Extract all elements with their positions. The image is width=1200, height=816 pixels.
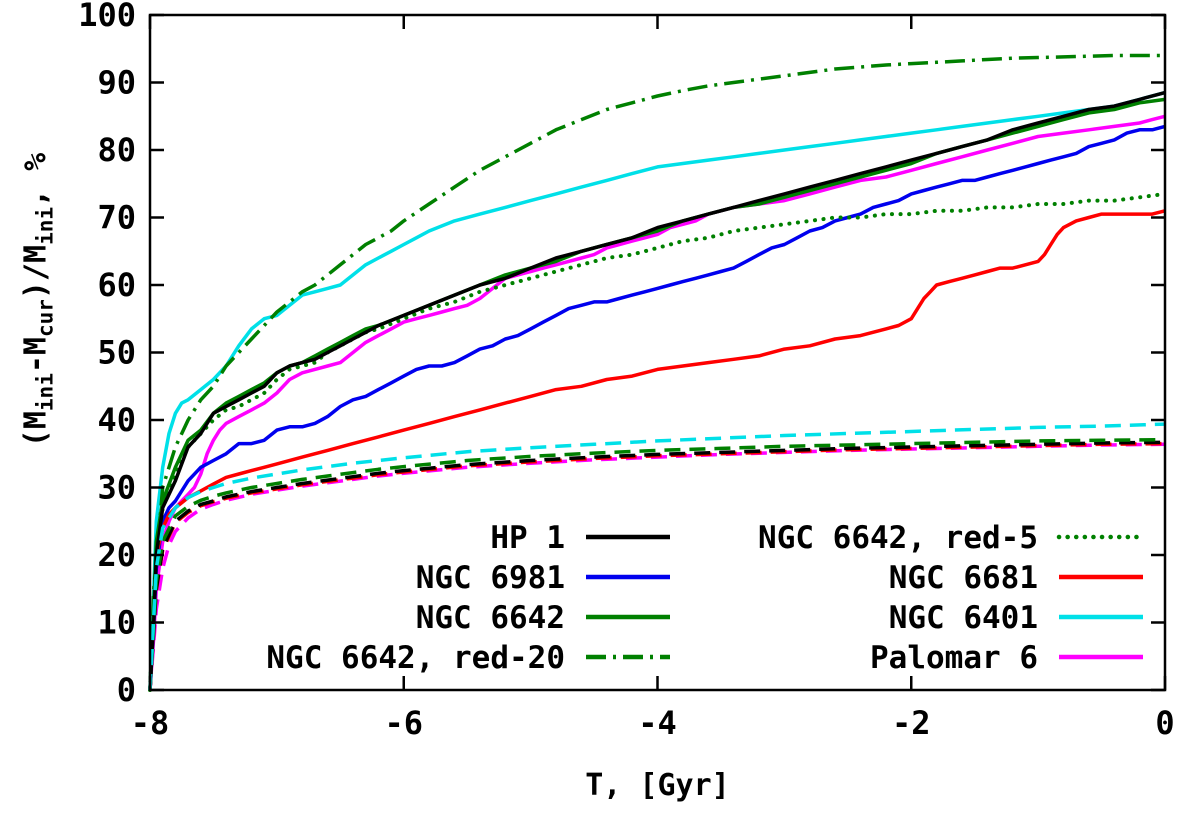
series-ngc6642_red5: [148, 191, 1167, 692]
legend: HP 1 NGC 6981 NGC 6642 NGC 6642, red-20 NGC …: [266, 520, 1146, 676]
series-dashed-cyan: [148, 422, 1166, 691]
x-tick-label: -2: [892, 704, 931, 742]
y-tick-label: 70: [97, 199, 136, 237]
legend-label-ngc6642: NGC 6642: [416, 600, 565, 636]
y-axis-label-part: )/M: [18, 244, 54, 300]
y-axis-label-part: -M: [18, 337, 54, 374]
legend-label-ngc6401: NGC 6401: [889, 600, 1038, 636]
y-tick-labels: 0 10 20 30 40 50 60 70 80 90 100: [78, 0, 136, 709]
y-tick-label: 10: [97, 604, 136, 642]
series-ngc6401: [148, 90, 1166, 691]
y-tick-label: 90: [97, 64, 136, 102]
x-axis-label: T, [Gyr]: [585, 768, 730, 803]
y-axis-label-part: (M: [18, 411, 54, 448]
y-tick-label: 20: [97, 536, 136, 574]
y-axis-label-part: , %: [18, 152, 54, 207]
legend-label-ngc6642_red5: NGC 6642, red-5: [758, 520, 1038, 556]
y-tick-label: 0: [117, 671, 136, 709]
y-tick-label: 100: [78, 0, 136, 34]
series-dashed-green: [148, 437, 1166, 691]
y-tick-label: 60: [97, 266, 136, 304]
axis-ticks: [148, 13, 1167, 692]
x-tick-label: -6: [384, 704, 423, 742]
y-axis-label-subscript: ini: [33, 206, 58, 245]
legend-label-ngc6681: NGC 6681: [889, 560, 1038, 596]
y-tick-label: 80: [97, 131, 136, 169]
series-ngc6981: [148, 124, 1166, 691]
y-axis-label-subscript: cur: [33, 299, 58, 338]
x-tick-label: 0: [1155, 704, 1174, 742]
legend-label-palomar6: Palomar 6: [870, 640, 1038, 676]
series-dashed-black: [148, 440, 1166, 691]
x-tick-labels: -8 -6 -4 -2 0: [131, 704, 1175, 742]
y-axis-label: (Mini-Mcur)/Mini, %: [18, 152, 58, 448]
legend-label-ngc6642_red20: NGC 6642, red-20: [266, 640, 565, 676]
series-hp1: [148, 90, 1166, 691]
x-tick-label: -4: [638, 704, 677, 742]
y-tick-label: 40: [97, 401, 136, 439]
y-axis-label-subscript: ini: [33, 373, 58, 412]
legend-label-ngc6981: NGC 6981: [416, 560, 565, 596]
series-ngc6642_red20: [148, 53, 1165, 691]
y-tick-label: 30: [97, 469, 136, 507]
x-tick-label: -8: [131, 704, 170, 742]
series-lines: [148, 53, 1167, 692]
legend-label-hp1: HP 1: [490, 520, 565, 556]
series-ngc6681: [148, 209, 1166, 691]
y-tick-label: 50: [97, 334, 136, 372]
